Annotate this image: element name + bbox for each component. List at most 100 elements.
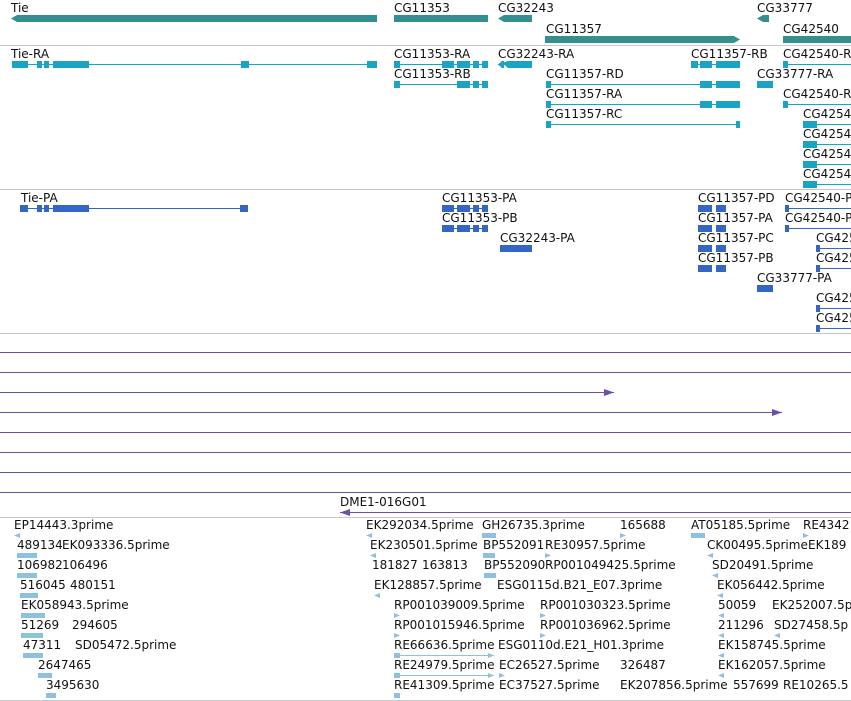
exon[interactable] [500,245,532,252]
alignment-line[interactable] [340,512,851,513]
est-glyph[interactable] [394,633,400,638]
exon[interactable] [716,245,726,252]
est-glyph[interactable] [21,613,45,618]
est-glyph[interactable] [17,573,37,578]
alignment-line[interactable] [0,352,851,353]
exon[interactable] [700,61,712,68]
exon[interactable] [698,245,712,252]
exon[interactable] [12,61,28,68]
exon[interactable] [716,101,740,108]
exon[interactable] [473,81,479,88]
est-glyph[interactable] [482,533,496,538]
exon[interactable] [498,61,510,68]
exon[interactable] [473,205,479,212]
exon[interactable] [716,265,726,272]
exon[interactable] [394,81,400,88]
exon[interactable] [700,101,712,108]
est-glyph[interactable] [21,633,43,638]
est-glyph[interactable] [499,673,505,678]
exon[interactable] [241,61,249,68]
exon[interactable] [785,205,789,212]
gene-glyph[interactable] [498,15,532,22]
exon[interactable] [44,205,49,212]
est-glyph[interactable] [484,573,496,578]
alignment-arrow[interactable] [772,409,782,416]
exon[interactable] [757,285,773,292]
exon[interactable] [736,121,740,128]
est-glyph[interactable] [38,673,52,678]
exon[interactable] [757,81,773,88]
est-glyph[interactable] [394,613,400,618]
exon[interactable] [37,61,42,68]
exon[interactable] [716,225,726,232]
exon[interactable] [367,61,377,68]
est-glyph[interactable] [394,693,400,698]
exon[interactable] [394,61,400,68]
gene-glyph[interactable] [545,36,740,43]
gene-glyph[interactable] [757,15,769,22]
gene-glyph[interactable] [783,36,851,43]
est-glyph[interactable] [370,553,376,558]
exon[interactable] [457,81,470,88]
exon[interactable] [442,61,454,68]
exon[interactable] [816,325,820,332]
exon[interactable] [53,61,89,68]
exon[interactable] [457,205,470,212]
exon[interactable] [816,305,820,312]
est-glyph[interactable] [17,553,37,558]
exon[interactable] [442,205,454,212]
exon[interactable] [803,181,817,188]
exon[interactable] [240,205,248,212]
est-glyph[interactable] [540,613,546,618]
exon[interactable] [546,101,551,108]
gene-glyph[interactable] [394,15,488,22]
exon[interactable] [546,81,551,88]
exon[interactable] [803,141,817,148]
est-glyph[interactable] [803,533,809,538]
exon[interactable] [473,225,479,232]
exon[interactable] [698,225,712,232]
exon[interactable] [482,81,488,88]
alignment-arrow[interactable] [340,509,350,516]
est-glyph[interactable] [488,673,494,678]
exon[interactable] [44,61,49,68]
exon[interactable] [473,61,479,68]
est-glyph[interactable] [620,533,626,538]
alignment-line[interactable] [0,392,614,393]
exon[interactable] [546,121,551,128]
exon[interactable] [716,205,726,212]
est-glyph[interactable] [774,633,780,638]
exon[interactable] [785,225,789,232]
exon[interactable] [482,61,488,68]
alignment-line[interactable] [0,412,782,413]
est-glyph[interactable] [394,653,400,658]
exon[interactable] [803,121,817,128]
alignment-line[interactable] [0,372,851,373]
gene-glyph[interactable] [11,15,377,22]
exon[interactable] [442,225,454,232]
est-glyph[interactable] [540,633,546,638]
est-glyph[interactable] [707,553,713,558]
exon[interactable] [457,225,470,232]
est-glyph[interactable] [374,593,380,598]
exon[interactable] [482,225,488,232]
est-glyph[interactable] [712,573,718,578]
exon[interactable] [698,205,712,212]
exon[interactable] [37,205,42,212]
exon[interactable] [783,101,788,108]
est-glyph[interactable] [20,593,38,598]
est-glyph[interactable] [691,533,705,538]
est-glyph[interactable] [717,593,723,598]
exon[interactable] [700,81,712,88]
exon[interactable] [457,61,470,68]
est-glyph[interactable] [46,693,56,698]
exon[interactable] [482,205,488,212]
est-glyph[interactable] [718,653,724,658]
exon[interactable] [691,61,698,68]
exon[interactable] [716,81,740,88]
exon[interactable] [20,205,28,212]
exon[interactable] [510,61,532,68]
exon[interactable] [698,265,712,272]
est-glyph[interactable] [23,653,43,658]
